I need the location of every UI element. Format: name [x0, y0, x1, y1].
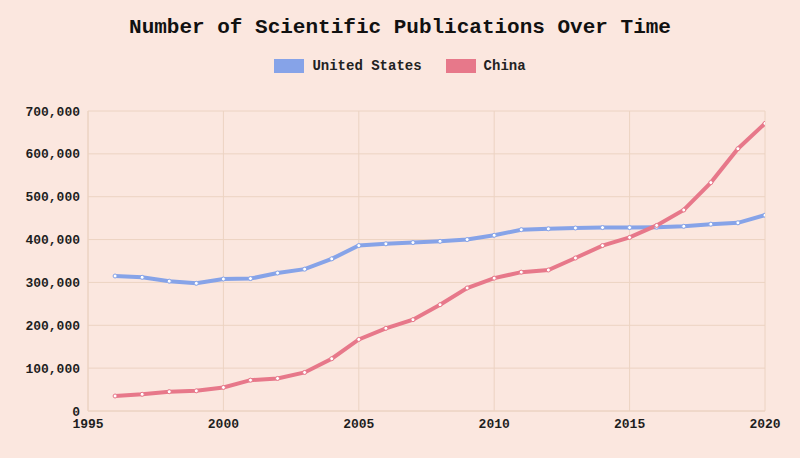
svg-text:2020: 2020 — [749, 417, 780, 432]
svg-text:200,000: 200,000 — [25, 319, 80, 334]
svg-text:2005: 2005 — [343, 417, 374, 432]
svg-text:500,000: 500,000 — [25, 190, 80, 205]
html-text:China: China — [483, 58, 526, 74]
svg-text:2000: 2000 — [208, 417, 239, 432]
svg-text:2015: 2015 — [614, 417, 645, 432]
html-text:Number of Scientific Publicati: Number of Scientific Publications Over T… — [129, 16, 671, 39]
svg-text:400,000: 400,000 — [25, 233, 80, 248]
html-text:United States: United States — [312, 58, 422, 74]
svg-text:2010: 2010 — [479, 417, 510, 432]
svg-text:700,000: 700,000 — [25, 105, 80, 120]
svg-text:600,000: 600,000 — [25, 147, 80, 162]
svg-text:0: 0 — [72, 405, 80, 420]
svg-text:1995: 1995 — [72, 417, 104, 433]
svg-text:300,000: 300,000 — [25, 276, 80, 291]
svg-text:100,000: 100,000 — [25, 362, 80, 377]
